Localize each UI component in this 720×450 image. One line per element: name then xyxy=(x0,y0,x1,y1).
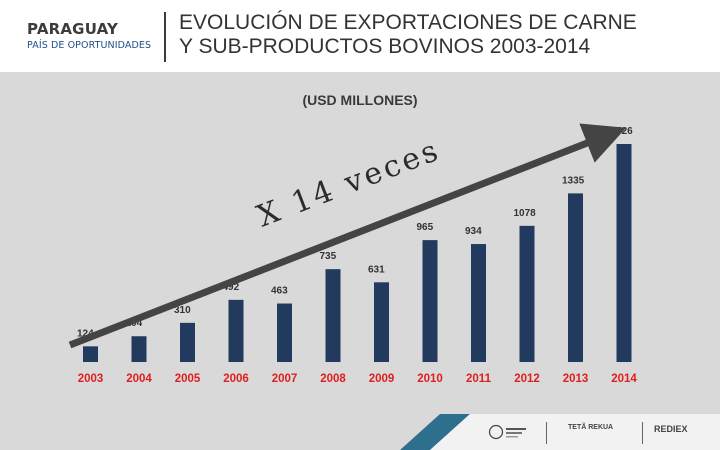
year-label-2012: 2012 xyxy=(514,373,540,385)
year-label-2005: 2005 xyxy=(175,373,201,385)
bar-2005 xyxy=(180,322,195,362)
footer-stripe xyxy=(400,414,720,450)
year-label-2011: 2011 xyxy=(466,373,492,385)
unit-label: (USD MILLONES) xyxy=(302,92,418,108)
brand-name: PARAGUAY xyxy=(27,20,119,38)
trend-arrow xyxy=(68,123,627,349)
bar-2013 xyxy=(568,193,583,362)
value-label-2005: 310 xyxy=(174,305,191,316)
year-label-2010: 2010 xyxy=(417,373,443,385)
value-label-2007: 463 xyxy=(271,286,288,297)
value-label-2012: 1078 xyxy=(514,208,537,219)
bar-2014 xyxy=(616,144,632,362)
bar-2008 xyxy=(325,269,341,362)
year-label-2013: 2013 xyxy=(563,373,589,385)
bar-2007 xyxy=(277,303,292,362)
year-label-2003: 2003 xyxy=(78,373,104,385)
brand-tagline: PAÍS DE OPORTUNIDADES xyxy=(27,40,152,51)
year-label-2009: 2009 xyxy=(369,373,395,385)
bar-2004 xyxy=(131,336,147,362)
bar-2012 xyxy=(519,225,535,362)
header-divider xyxy=(164,12,166,62)
ministerio-logo xyxy=(488,424,528,440)
value-label-2009: 631 xyxy=(368,264,385,275)
growth-annotation: X 14 veces xyxy=(252,133,445,235)
footer-separator xyxy=(642,422,643,444)
year-label-2014: 2014 xyxy=(611,373,637,385)
rediex-logo-text: REDIEX xyxy=(654,424,688,434)
bar-2009 xyxy=(374,282,389,362)
rediex-logo: REDIEX xyxy=(654,424,688,434)
value-label-2013: 1335 xyxy=(562,175,585,186)
value-label-2014: 1726 xyxy=(611,126,634,137)
bar-2011 xyxy=(471,244,486,362)
year-label-2004: 2004 xyxy=(126,373,152,385)
tetarekua-logo: TETÃ REKUA xyxy=(568,424,613,431)
year-label-2007: 2007 xyxy=(272,373,298,385)
header: PARAGUAY PAÍS DE OPORTUNIDADES EVOLUCIÓN… xyxy=(0,0,720,72)
footer: TETÃ REKUA REDIEX xyxy=(0,414,720,450)
year-label-2006: 2006 xyxy=(223,373,249,385)
value-label-2008: 735 xyxy=(320,251,337,262)
value-label-2003: 124 xyxy=(77,328,94,339)
footer-separator xyxy=(546,422,547,444)
value-label-2010: 965 xyxy=(417,222,434,233)
value-label-2011: 934 xyxy=(465,226,482,237)
year-label-2008: 2008 xyxy=(320,373,346,385)
bar-2003 xyxy=(83,346,98,362)
bar-2006 xyxy=(228,299,244,362)
bar-2010 xyxy=(422,240,438,362)
brand-logo: PARAGUAY PAÍS DE OPORTUNIDADES xyxy=(27,20,151,51)
value-label-2006: 492 xyxy=(223,282,240,293)
slide-title: EVOLUCIÓN DE EXPORTACIONES DE CARNE Y SU… xyxy=(179,11,637,58)
tetarekua-logo-text: TETÃ REKUA xyxy=(568,424,614,431)
